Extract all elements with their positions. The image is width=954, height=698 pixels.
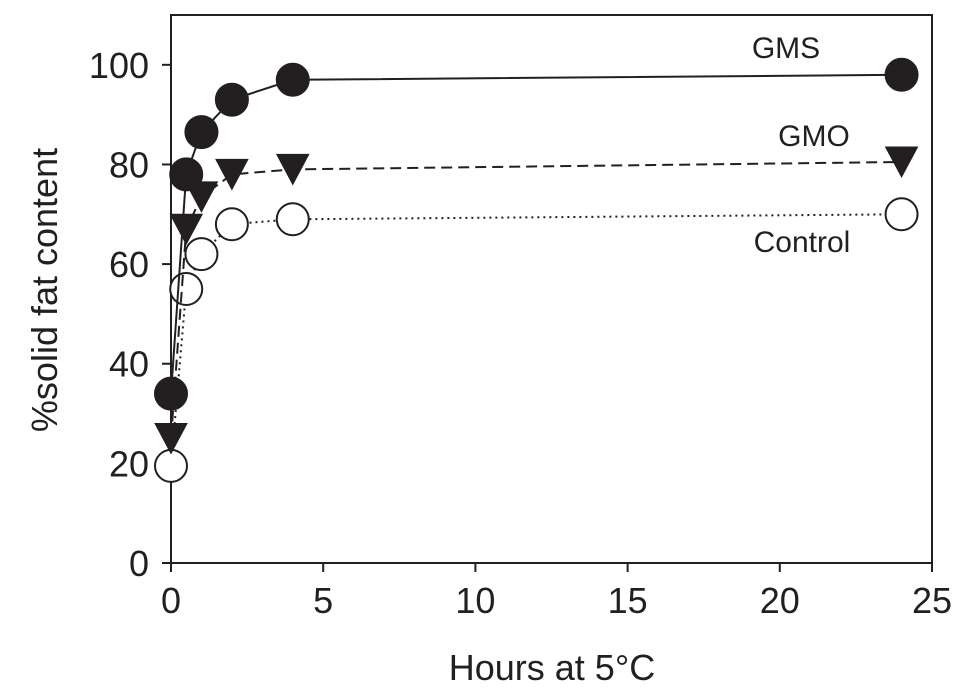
data-point-control bbox=[275, 202, 310, 237]
series-gms bbox=[154, 57, 919, 411]
data-point-control bbox=[214, 207, 249, 242]
y-tick-label: 80 bbox=[109, 144, 149, 185]
data-point-gmo bbox=[169, 213, 204, 246]
y-tick-label: 20 bbox=[109, 443, 149, 484]
data-point-gms bbox=[275, 62, 310, 97]
x-tick-label: 20 bbox=[760, 580, 800, 621]
series-label-gms: GMS bbox=[752, 32, 820, 65]
data-point-control bbox=[154, 448, 188, 483]
x-tick-label: 15 bbox=[608, 580, 648, 621]
series-line-control bbox=[170, 213, 902, 466]
series-label-control: Control bbox=[754, 226, 851, 259]
data-point-gmo bbox=[154, 422, 188, 455]
y-tick-label: 60 bbox=[109, 244, 149, 285]
x-tick-label: 0 bbox=[161, 580, 181, 621]
x-tick-label: 10 bbox=[455, 580, 495, 621]
series-label-gmo: GMO bbox=[778, 120, 850, 153]
data-point-gms bbox=[169, 157, 204, 192]
y-tick-label: 40 bbox=[109, 344, 149, 385]
data-point-gmo bbox=[884, 146, 919, 179]
data-point-control bbox=[884, 197, 919, 232]
data-point-control bbox=[169, 272, 204, 306]
x-tick-label: 25 bbox=[912, 580, 952, 621]
data-point-gmo bbox=[215, 158, 249, 191]
y-axis-title: %solid fat content bbox=[24, 148, 65, 432]
y-axis: 0 20 40 60 80 100 bbox=[89, 45, 171, 584]
data-point-control bbox=[184, 237, 219, 272]
series-layer bbox=[154, 57, 919, 483]
data-point-gms bbox=[884, 57, 919, 92]
series-line-gms bbox=[170, 73, 902, 394]
y-tick-label: 0 bbox=[129, 543, 149, 584]
y-tick-label: 100 bbox=[89, 45, 149, 86]
x-tick-label: 5 bbox=[313, 580, 333, 621]
plot-frame bbox=[170, 14, 933, 564]
series-gmo bbox=[154, 146, 919, 455]
data-point-gms bbox=[214, 82, 249, 117]
series-line-gmo bbox=[170, 161, 902, 439]
x-axis: 0 5 10 15 20 25 bbox=[161, 563, 952, 621]
data-point-gms bbox=[184, 115, 219, 150]
series-control bbox=[154, 197, 919, 483]
x-axis-title: Hours at 5°C bbox=[449, 647, 655, 688]
data-point-gms bbox=[154, 376, 188, 411]
series-labels: GMS GMO Control bbox=[752, 32, 851, 259]
data-point-gmo bbox=[275, 153, 310, 186]
plot-border bbox=[170, 14, 933, 564]
